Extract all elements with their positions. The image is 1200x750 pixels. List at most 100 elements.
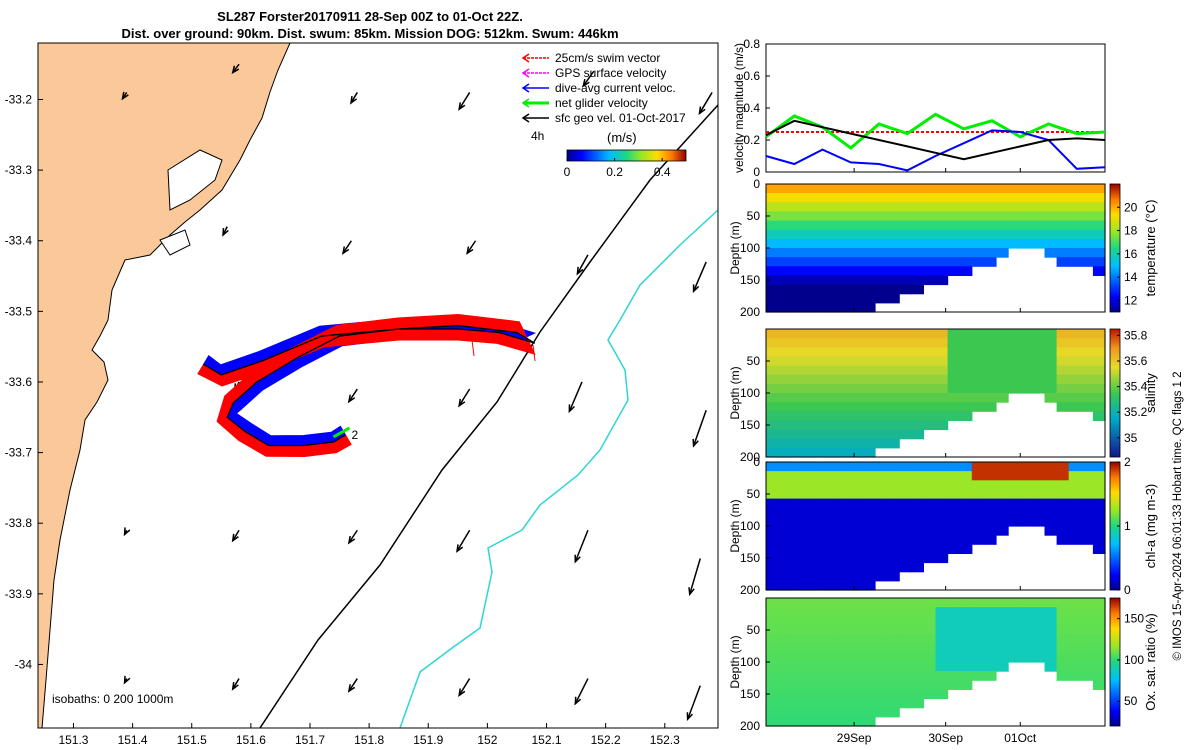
heatmap-cell	[983, 607, 997, 617]
heatmap-cell	[1068, 402, 1082, 412]
heatmap-cell	[1020, 220, 1033, 231]
heatmap-cell	[862, 652, 876, 663]
heatmap-cell	[1044, 202, 1058, 212]
heatmap-cell	[826, 662, 840, 672]
heatmap-cell	[887, 393, 900, 403]
heatmap-cell	[850, 544, 864, 554]
heatmap-cell	[826, 553, 840, 564]
heatmap-cell	[802, 438, 815, 449]
heatmap-cell	[887, 374, 900, 385]
heatmap-cell	[778, 643, 791, 654]
heatmap-cell	[1032, 211, 1046, 222]
heatmap-cell	[862, 266, 876, 276]
heatmap-cell	[983, 671, 997, 681]
heatmap-cell	[911, 347, 924, 357]
heatmap-cell	[923, 625, 937, 636]
colorbar-label: temperature (°C)	[1143, 200, 1158, 297]
heatmap-cell	[911, 338, 924, 348]
heatmap-cell	[850, 248, 864, 258]
heatmap-cell	[1056, 507, 1070, 518]
geo-velocity-vector	[692, 261, 707, 292]
heatmap-cell	[887, 680, 900, 690]
heatmap-cell	[790, 471, 803, 481]
heatmap-cell	[850, 411, 864, 421]
heatmap-cell	[911, 402, 924, 412]
heatmap-cell	[766, 671, 779, 681]
heatmap-cell	[838, 284, 852, 295]
heatmap-cell	[923, 598, 937, 608]
heatmap-cell	[1032, 184, 1046, 194]
heatmap-cell	[923, 480, 937, 490]
heatmap-cell	[971, 238, 985, 249]
heatmap-cell	[862, 535, 876, 545]
heatmap-cell	[778, 616, 791, 626]
heatmap-cell	[923, 248, 937, 258]
heatmap-cell	[1044, 329, 1058, 339]
heatmap-cell	[911, 680, 924, 690]
heatmap-cell	[778, 625, 791, 636]
y-tick-label: -33.9	[5, 587, 33, 601]
heatmap-cell	[935, 680, 949, 690]
heatmap-cell	[850, 393, 864, 403]
heatmap-cell	[826, 202, 840, 212]
heatmap-cell	[766, 429, 779, 440]
heatmap-cell	[778, 248, 791, 258]
heatmap-cell	[1068, 211, 1082, 222]
depth-tick-label: 50	[747, 354, 761, 368]
heatmap-cell	[1080, 526, 1094, 536]
legend-label: sfc geo vel. 01-Oct-2017	[555, 111, 686, 125]
heatmap-cell	[790, 447, 803, 458]
heatmap-cell	[996, 625, 1009, 636]
heatmap-cell	[947, 229, 961, 240]
heatmap-cell	[766, 707, 779, 718]
heatmap-cell	[802, 553, 815, 564]
heatmap-cell	[778, 598, 791, 608]
heatmap-cell	[826, 544, 840, 554]
heatmap-cell	[766, 211, 779, 222]
heatmap-cell	[1068, 462, 1082, 472]
heatmap-cell	[826, 266, 840, 276]
heatmap-cell	[1068, 489, 1082, 500]
heatmap-cell	[996, 338, 1009, 348]
heatmap-cell	[875, 193, 888, 203]
heatmap-cell	[875, 616, 888, 626]
heatmap-cell	[911, 562, 924, 573]
heatmap-cell	[1020, 338, 1033, 348]
heatmap-cell	[1032, 625, 1046, 636]
heatmap-cell	[778, 229, 791, 240]
heatmap-cell	[766, 535, 779, 545]
geo-velocity-vector	[342, 240, 353, 254]
heatmap-cell	[887, 420, 900, 431]
heatmap-cell	[814, 498, 828, 509]
heatmap-cell	[790, 480, 803, 490]
heatmap-cell	[826, 462, 840, 472]
heatmap-cell	[971, 526, 985, 536]
heatmap-cell	[790, 411, 803, 421]
heatmap-cell	[850, 275, 864, 286]
heatmap-cell	[814, 471, 828, 481]
heatmap-cell	[959, 374, 973, 385]
heatmap-cell	[850, 535, 864, 545]
heatmap-cell	[1044, 347, 1058, 357]
heatmap-cell	[838, 598, 852, 608]
isobaths-label: isobaths: 0 200 1000m	[52, 692, 173, 706]
heatmap-cell	[1032, 471, 1046, 481]
heatmap-cell	[838, 229, 852, 240]
heatmap-cell	[790, 248, 803, 258]
heatmap-cell	[947, 238, 961, 249]
heatmap-cell	[766, 420, 779, 431]
heatmap-cell	[911, 553, 924, 564]
y-tick-label: -33.8	[5, 516, 33, 530]
heatmap-cell	[875, 598, 888, 608]
heatmap-cell	[814, 625, 828, 636]
heatmap-cell	[826, 634, 840, 645]
heatmap-cell	[971, 462, 985, 472]
heatmap-cell	[814, 689, 828, 700]
heatmap-cell	[935, 229, 949, 240]
heatmap-cell	[923, 643, 937, 654]
heatmap-cell	[766, 293, 779, 304]
heatmap-cell	[802, 698, 815, 709]
heatmap-cell	[996, 347, 1009, 357]
heatmap-cell	[887, 689, 900, 700]
heatmap-cell	[790, 374, 803, 385]
